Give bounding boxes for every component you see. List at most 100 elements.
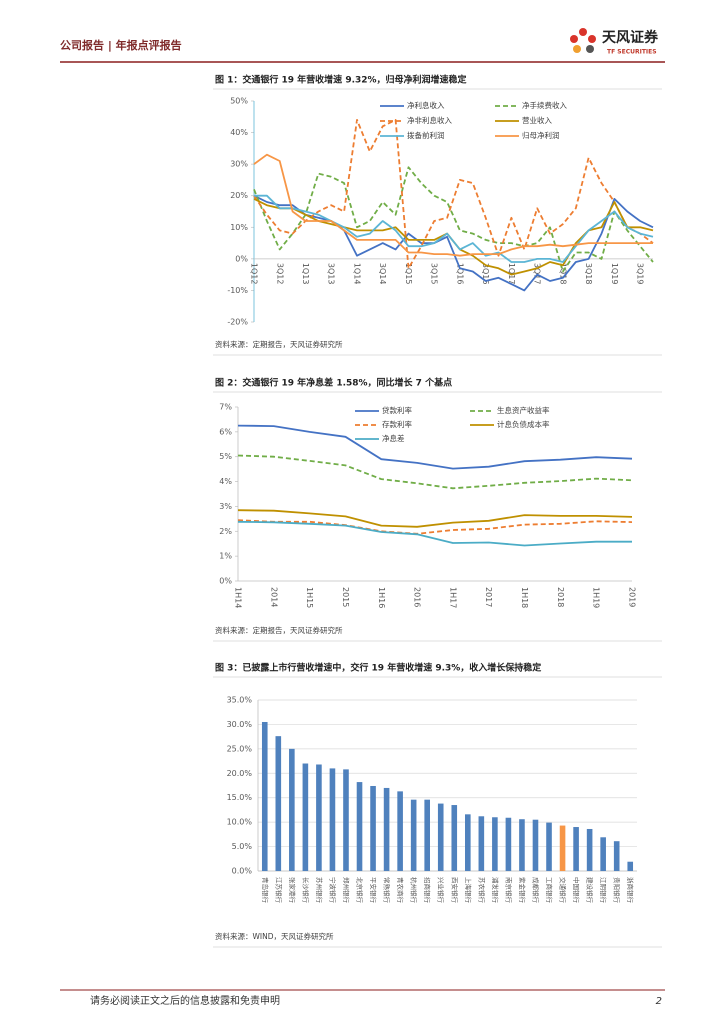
x-tick-label: 1H14: [234, 587, 243, 608]
bar: [451, 805, 458, 871]
legend-label: 营业收入: [522, 115, 552, 125]
bar: [492, 817, 498, 871]
bar: [383, 787, 390, 871]
x-tick-label: 建设银行: [586, 877, 595, 904]
x-tick-label: 苏州银行: [315, 877, 324, 904]
y-tick-label: 10.0%: [227, 818, 253, 827]
legend-label: 净手续费收入: [522, 100, 567, 110]
logo-en: TF SECURITIES: [607, 49, 657, 56]
series-line: [253, 153, 653, 257]
x-tick-label: 2016: [413, 587, 422, 607]
figure-source: 资料来源：定期报告，天风证券研究所: [215, 625, 343, 635]
bar: [424, 799, 430, 871]
x-tick-label: 2017: [484, 587, 493, 607]
x-tick-label: 2019: [628, 587, 637, 607]
x-tick-label: 工商银行: [545, 877, 554, 904]
x-tick-label: 青岛银行: [261, 877, 270, 904]
x-tick-label: 上海银行: [464, 877, 473, 904]
x-tick-label: 交通银行: [559, 877, 568, 904]
y-tick-label: -10%: [227, 286, 248, 295]
legend-label: 生息资产收益率: [497, 405, 550, 415]
series-line: [253, 194, 654, 292]
series-line: [253, 166, 654, 273]
bar: [532, 819, 539, 871]
y-tick-label: 0.0%: [232, 867, 253, 876]
x-tick-label: 北京银行: [356, 877, 365, 904]
bar: [329, 768, 336, 871]
y-tick-label: 30.0%: [227, 720, 253, 729]
bar: [465, 814, 471, 871]
x-tick-label: 3Q19: [636, 263, 645, 285]
legend-label: 归母净利润: [522, 130, 560, 140]
x-tick-label: 成都银行: [531, 877, 540, 904]
series-line: [254, 194, 654, 263]
bar: [437, 803, 444, 871]
x-tick-label: 1Q13: [301, 263, 310, 285]
x-tick-label: 江苏银行: [274, 877, 283, 904]
x-tick-label: 江阴银行: [599, 877, 608, 904]
x-tick-label: 1Q18: [558, 263, 567, 285]
x-tick-label: 2014: [269, 587, 278, 607]
series-line: [237, 519, 633, 535]
x-tick-label: 2015: [341, 587, 350, 607]
series-line: [237, 454, 633, 490]
legend-label: 净利息收入: [407, 100, 445, 110]
y-tick-label: 30%: [230, 160, 248, 169]
bar: [505, 817, 512, 871]
y-tick-label: 40%: [230, 128, 248, 137]
series-line: [237, 509, 633, 528]
legend-label: 净息差: [382, 433, 405, 443]
x-tick-label: 3Q14: [378, 263, 387, 285]
x-tick-label: 3Q16: [481, 263, 490, 285]
y-tick-label: 5.0%: [232, 842, 253, 851]
bar: [627, 861, 634, 871]
x-tick-label: 常熟银行: [383, 877, 392, 904]
bar: [343, 769, 349, 871]
disclaimer: 请务必阅读正文之后的信息披露和免责申明: [90, 994, 280, 1007]
y-tick-label: 6%: [219, 427, 232, 436]
x-tick-label: 1H17: [448, 587, 457, 608]
bar: [478, 816, 485, 871]
y-tick-label: 2%: [219, 527, 232, 536]
x-tick-label: 3Q15: [430, 263, 439, 285]
x-tick-label: 紫金银行: [518, 877, 527, 904]
bar: [600, 837, 606, 871]
bar: [573, 827, 579, 871]
y-tick-label: 20%: [230, 191, 248, 200]
y-tick-label: 20.0%: [227, 769, 253, 778]
x-tick-label: 中国银行: [572, 877, 581, 904]
y-tick-label: 35.0%: [227, 696, 253, 705]
y-tick-label: 7%: [219, 403, 232, 412]
x-tick-label: 杭州银行: [410, 877, 419, 904]
x-tick-label: 1Q14: [352, 263, 361, 285]
y-tick-label: 5%: [219, 452, 232, 461]
legend-label: 存款利率: [382, 419, 412, 429]
x-tick-label: 2018: [556, 587, 565, 607]
x-tick-label: 浦发银行: [491, 877, 500, 904]
legend-label: 拨备前利润: [407, 130, 445, 140]
x-tick-label: 兴业银行: [437, 877, 446, 904]
x-tick-label: 3Q18: [584, 263, 593, 285]
bar: [275, 736, 282, 871]
logo-icon: [570, 28, 596, 53]
series-line: [237, 424, 633, 470]
x-tick-label: 1H16: [377, 587, 386, 608]
bar: [302, 763, 309, 871]
y-tick-label: 10%: [230, 223, 248, 232]
y-tick-label: 15.0%: [227, 793, 253, 802]
x-tick-label: 1Q15: [404, 263, 413, 285]
x-tick-label: 1Q12: [250, 263, 259, 285]
bar: [397, 791, 403, 871]
page-number: 2: [656, 996, 662, 1007]
x-tick-label: 1H15: [305, 587, 314, 608]
figure-title: 图 2：交通银行 19 年净息差 1.58%，同比增长 7 个基点: [215, 377, 452, 389]
x-tick-label: 张家港行: [288, 877, 297, 904]
bar: [289, 748, 295, 871]
y-tick-label: 25.0%: [227, 744, 253, 753]
x-tick-label: 郑州银行: [342, 877, 351, 904]
y-tick-label: 50%: [230, 97, 248, 106]
bar: [370, 785, 376, 871]
x-tick-label: 1Q16: [455, 263, 464, 285]
series-line: [237, 520, 632, 547]
